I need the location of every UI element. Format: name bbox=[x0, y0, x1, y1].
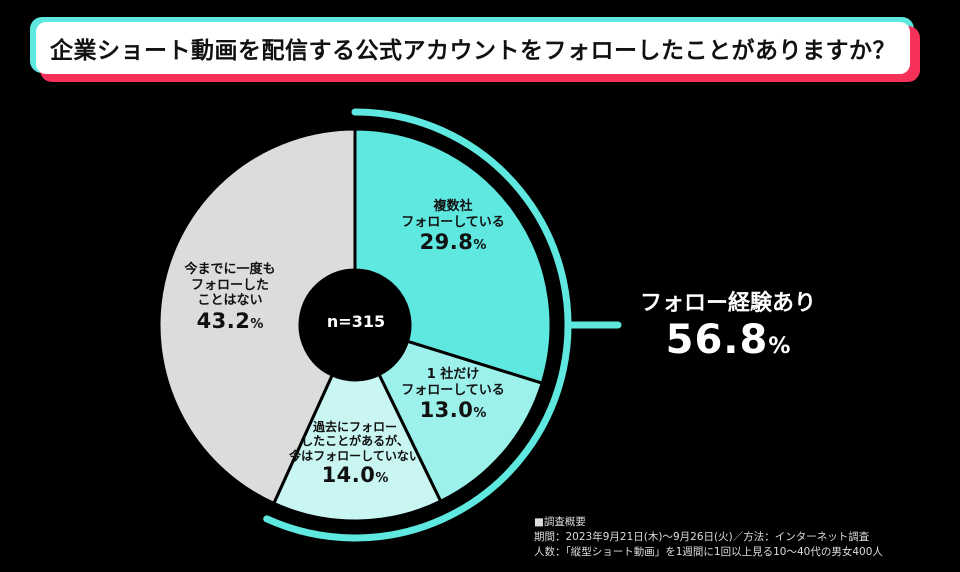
summary-callout: フォロー経験あり 56.8% bbox=[628, 285, 828, 363]
slice-label-text: 今までに一度も bbox=[184, 262, 276, 277]
notes-period: 期間：2023年9月21日(木)〜9月26日(火)／方法：インターネット調査 bbox=[534, 531, 870, 544]
slice-label-text: フォローした bbox=[190, 277, 269, 293]
slice-unit: % bbox=[375, 471, 389, 487]
slice-unit: % bbox=[250, 316, 264, 332]
slice-value: 29.8 bbox=[419, 230, 474, 255]
slice-label-single: 1 社だけ フォローしている 13.0% bbox=[388, 367, 518, 423]
summary-value: 56.8 bbox=[665, 317, 769, 363]
sample-size-label: n=315 bbox=[326, 312, 386, 331]
slice-label-text: したことがあるが、 bbox=[301, 434, 409, 449]
chart-title: 企業ショート動画を配信する公式アカウントをフォローしたことがありますか？ bbox=[36, 22, 910, 74]
slice-label-text: 複数社 bbox=[433, 199, 473, 214]
summary-unit: % bbox=[768, 334, 791, 359]
slice-unit: % bbox=[473, 238, 487, 254]
notes-people: 人数：「縦型ショート動画」を1週間に1回以上見る10〜40代の男女400人 bbox=[534, 546, 883, 559]
slice-label-multiple: 複数社 フォローしている 29.8% bbox=[388, 199, 518, 255]
slice-label-text: フォローしている bbox=[401, 214, 505, 230]
slice-label-text: ことはない bbox=[197, 293, 263, 309]
slice-value: 13.0 bbox=[419, 398, 474, 423]
survey-notes: ■調査概要 期間：2023年9月21日(木)〜9月26日(火)／方法：インターネ… bbox=[534, 515, 883, 561]
slice-label-never: 今までに一度も フォローした ことはない 43.2% bbox=[160, 262, 300, 334]
donut-hole bbox=[300, 270, 410, 380]
slice-value: 43.2 bbox=[196, 308, 251, 333]
slice-label-past: 過去にフォロー したことがあるが、 今はフォローしていない 14.0% bbox=[265, 420, 445, 488]
slice-value: 14.0 bbox=[321, 463, 376, 488]
slice-label-text: 1 社だけ bbox=[426, 367, 480, 382]
slice-label-text: 過去にフォロー bbox=[312, 420, 397, 434]
slice-label-text: 今はフォローしていない bbox=[289, 448, 421, 463]
slice-unit: % bbox=[473, 406, 487, 422]
followed-bracket-arc bbox=[263, 108, 572, 542]
summary-label: フォロー経験あり bbox=[639, 291, 816, 316]
slice-label-text: フォローしている bbox=[401, 382, 505, 398]
notes-heading: ■調査概要 bbox=[534, 516, 586, 528]
